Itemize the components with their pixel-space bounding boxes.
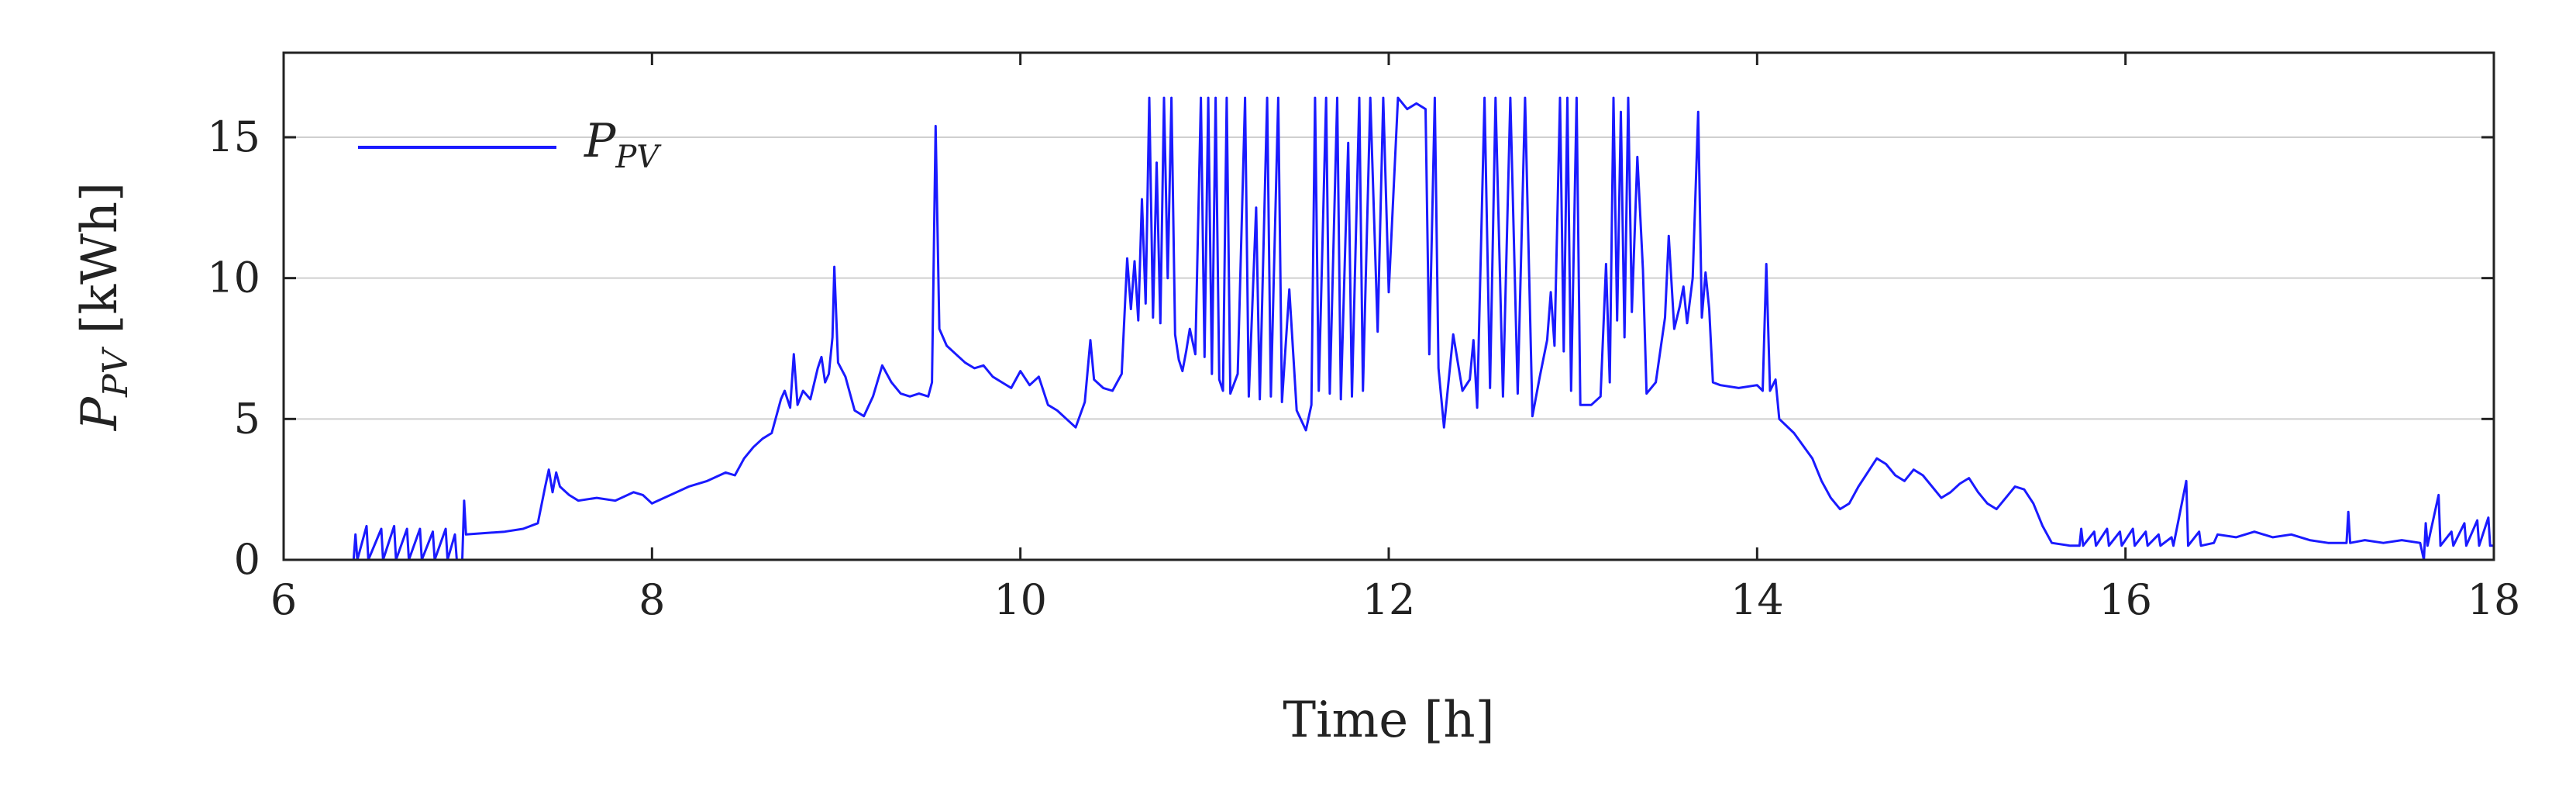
legend: PPV xyxy=(358,114,662,175)
y-tick-label-2: 10 xyxy=(207,254,260,302)
x-tick-label-6: 18 xyxy=(2468,575,2521,624)
y-tick-label-3: 15 xyxy=(207,112,260,161)
x-tick-label-5: 16 xyxy=(2099,575,2152,624)
x-tick-label-3: 12 xyxy=(1362,575,1416,624)
legend-label-sub: PV xyxy=(615,140,662,175)
y-axis-ticks: 0 5 10 15 xyxy=(207,112,2494,584)
x-tick-label-1: 8 xyxy=(639,575,665,624)
x-axis-ticks: 6 8 10 12 14 16 18 xyxy=(270,53,2521,624)
y-tick-label-1: 5 xyxy=(234,394,260,443)
legend-label-p-pv: PPV xyxy=(584,114,662,175)
x-tick-label-4: 14 xyxy=(1731,575,1784,624)
y-axis-title: PPV [kWh] xyxy=(71,182,136,431)
y-axis-title-unit: [kWh] xyxy=(71,182,129,334)
y-axis-title-sub: PV xyxy=(96,346,136,398)
x-tick-label-2: 10 xyxy=(994,575,1047,624)
series-layer xyxy=(284,96,2494,561)
x-tick-label-0: 6 xyxy=(270,575,297,624)
legend-label-main: P xyxy=(584,114,617,168)
y-tick-label-0: 0 xyxy=(234,535,260,584)
x-axis-title: Time [h] xyxy=(1283,692,1494,749)
series-line-p-pv xyxy=(284,96,2494,561)
y-axis-title-main: P xyxy=(71,396,129,431)
